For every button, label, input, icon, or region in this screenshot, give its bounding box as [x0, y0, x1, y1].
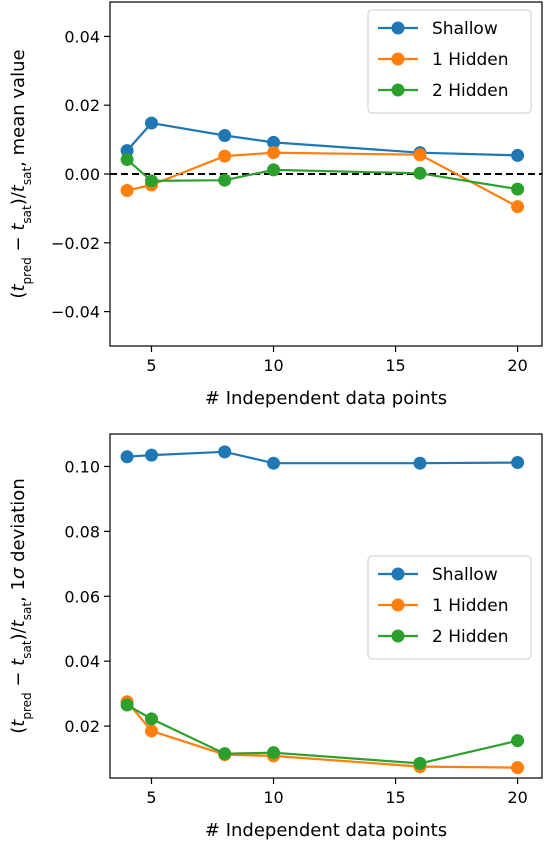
- y-tick-label: 0.06: [64, 587, 100, 606]
- data-point-shallow: [511, 148, 525, 162]
- legend-swatch-marker-1-hidden: [391, 52, 405, 66]
- data-point-2-hidden: [120, 153, 134, 167]
- data-point-shallow: [267, 135, 281, 149]
- data-point-1-hidden: [267, 146, 281, 160]
- data-point-shallow: [511, 456, 525, 470]
- data-point-1-hidden: [144, 724, 158, 738]
- data-point-2-hidden: [120, 698, 134, 712]
- x-tick-label: 5: [146, 788, 156, 807]
- data-point-shallow: [144, 448, 158, 462]
- x-tick-label: 15: [385, 788, 405, 807]
- x-axis-label: # Independent data points: [205, 820, 447, 841]
- data-point-1-hidden: [218, 149, 232, 163]
- legend: Shallow 1 Hidden 2 Hidden: [367, 9, 532, 114]
- y-tick-label: 0.02: [64, 717, 100, 736]
- data-point-shallow: [218, 128, 232, 142]
- data-point-2-hidden: [218, 747, 232, 761]
- y-axis-label: (tpred − tsat)/tsat, 1σ deviation: [8, 478, 34, 733]
- data-point-1-hidden: [120, 184, 134, 198]
- data-point-2-hidden: [413, 166, 427, 180]
- chart-panel-1: 5 10 15 20 −0.04 −0.02 0.00 0.02 0.04 # Independe…: [8, 1, 543, 409]
- legend-swatch-marker-shallow: [391, 567, 405, 581]
- legend-label-shallow: Shallow: [432, 19, 498, 39]
- chart-panel-2: 5 10 15 20 0.02 0.04 0.06 0.08 0.10 # Independent…: [8, 433, 543, 841]
- y-axis-label: (tpred − tsat)/tsat, mean value: [8, 49, 34, 298]
- legend-label-1-hidden: 1 Hidden: [432, 50, 509, 70]
- legend-swatch-marker-2-hidden: [391, 629, 405, 643]
- series-line-shallow: [126, 121, 518, 157]
- x-tick-label: 20: [507, 788, 527, 807]
- data-point-shallow: [218, 445, 232, 459]
- y-tick-label: 0.04: [64, 652, 100, 671]
- y-tick-label: −0.02: [51, 234, 100, 253]
- series-line-2-hidden: [126, 704, 518, 765]
- data-point-shallow: [120, 450, 134, 464]
- x-axis-label: # Independent data points: [205, 388, 447, 409]
- data-point-shallow: [267, 456, 281, 470]
- legend-swatch-marker-2-hidden: [391, 83, 405, 97]
- data-point-2-hidden: [218, 173, 232, 187]
- data-point-1-hidden: [413, 148, 427, 162]
- legend-label-2-hidden: 2 Hidden: [432, 81, 509, 101]
- y-tick-label: 0.10: [64, 457, 100, 476]
- legend-swatch-marker-1-hidden: [391, 598, 405, 612]
- plot-frame: [109, 433, 543, 779]
- data-point-shallow: [144, 116, 158, 130]
- data-point-shallow: [120, 144, 134, 158]
- y-tick-label: 0.00: [64, 165, 100, 184]
- x-tick-label: 20: [507, 356, 527, 375]
- series-line-shallow: [127, 450, 518, 465]
- legend: Shallow 1 Hidden 2 Hidden: [367, 555, 532, 660]
- legend-label-2-hidden: 2 Hidden: [432, 627, 509, 647]
- x-tick-label: 10: [263, 788, 283, 807]
- y-tick-label: 0.04: [64, 27, 100, 46]
- data-point-2-hidden: [511, 182, 525, 196]
- data-point-2-hidden: [144, 174, 158, 188]
- legend-box: [367, 555, 532, 660]
- data-point-1-hidden: [511, 200, 525, 214]
- legend-label-shallow: Shallow: [432, 565, 498, 585]
- data-point-2-hidden: [144, 712, 158, 726]
- y-tick-label: −0.04: [51, 303, 100, 322]
- data-point-2-hidden: [267, 746, 281, 760]
- data-point-1-hidden: [511, 761, 525, 775]
- data-point-shallow: [413, 456, 427, 470]
- x-tick-label: 15: [385, 356, 405, 375]
- legend-box: [367, 9, 532, 114]
- data-point-2-hidden: [267, 163, 281, 177]
- legend-swatch-marker-shallow: [391, 21, 405, 35]
- data-point-2-hidden: [511, 734, 525, 748]
- legend-label-1-hidden: 1 Hidden: [432, 596, 509, 616]
- data-point-2-hidden: [413, 756, 427, 770]
- x-tick-label: 5: [146, 356, 156, 375]
- y-tick-label: 0.08: [64, 522, 100, 541]
- y-tick-label: 0.02: [64, 96, 100, 115]
- x-tick-label: 10: [263, 356, 283, 375]
